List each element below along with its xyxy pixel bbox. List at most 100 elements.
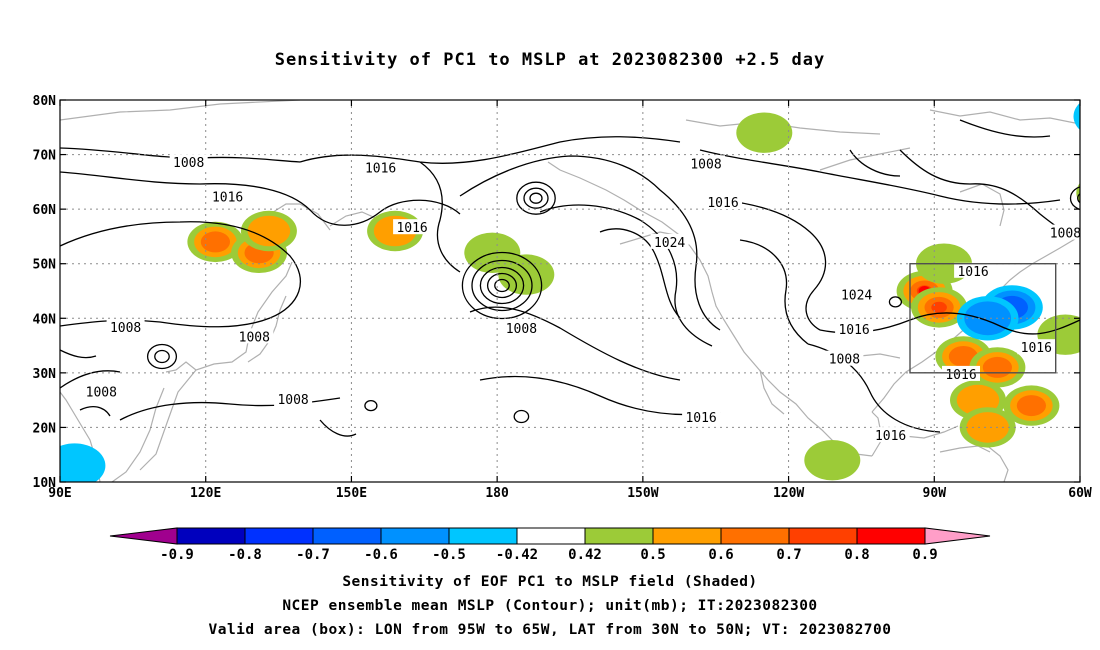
lon-tick-label: 120W [773, 486, 804, 501]
contour-label-bg [361, 159, 400, 175]
isobar-line [699, 149, 1061, 205]
negative-sensitivity-area [1081, 100, 1100, 134]
isobar-closed-contour [479, 266, 525, 305]
isobar-closed-contour [516, 181, 556, 215]
contour-label: 1008 [506, 322, 537, 337]
isobar-closed-contour [888, 296, 903, 308]
colorbar-label: -0.7 [296, 547, 330, 563]
colorbar-label: 0.7 [776, 547, 801, 563]
isobar-closed-contour [529, 192, 543, 204]
contour-label: 1016 [685, 411, 716, 426]
isobar-line [849, 149, 901, 177]
isobar-line [299, 136, 681, 164]
lat-tick-label: 60N [33, 203, 57, 218]
contour-label: 1016 [957, 265, 988, 280]
contour-label-bg [1046, 224, 1085, 240]
contour-label-bg [871, 427, 910, 443]
contour-label: 1008 [173, 156, 204, 171]
contour-label-bg [208, 188, 247, 204]
contour-label: 1016 [945, 368, 976, 383]
lat-tick-label: 70N [33, 149, 57, 164]
contour-label-bg [687, 155, 725, 171]
isobar-line [79, 405, 111, 417]
colorbar-segment [380, 527, 450, 545]
isobar-closed-contour [523, 187, 549, 209]
contour-label-bg [704, 194, 742, 209]
coastline [959, 183, 1005, 227]
colorbar-label: 0.5 [640, 547, 665, 563]
positive-sensitivity-area [982, 356, 1013, 378]
isobar-closed-contour [471, 259, 533, 312]
colorbar-label: -0.42 [496, 547, 538, 563]
lat-tick-label: 80N [33, 94, 57, 109]
isobar-closed-contour [154, 349, 170, 364]
coastline [819, 147, 911, 171]
isobar-line [539, 204, 713, 347]
caption-line-2: NCEP ensemble mean MSLP (Contour); unit(… [282, 598, 818, 614]
positive-sensitivity-area [736, 112, 793, 153]
contour-label: 1016 [1021, 341, 1052, 356]
contour-label-bg [82, 383, 121, 399]
coastline [929, 109, 1080, 125]
isobar-closed-contour [486, 272, 518, 299]
colorbar-label: -0.5 [432, 547, 466, 563]
colorbar-arrow-left [109, 527, 178, 545]
contour-label-bg [825, 350, 864, 366]
lon-tick-label: 180 [485, 486, 509, 501]
isobar-closed-contour [513, 409, 530, 424]
contour-label: 1016 [707, 196, 738, 211]
positive-sensitivity-area [1090, 182, 1100, 203]
lat-tick-label: 40N [33, 312, 57, 327]
contour-label-bg [169, 154, 208, 170]
coastline [111, 387, 165, 482]
isobar-line [469, 306, 681, 381]
map-title: Sensitivity of PC1 to MSLP at 2023082300… [274, 50, 826, 70]
isobar-closed-contour [1077, 193, 1080, 204]
isobar-line [319, 419, 357, 437]
contour-label: 1008 [86, 385, 117, 400]
colorbar-label: 0.8 [844, 547, 869, 563]
negative-sensitivity-area [964, 301, 1012, 336]
isobar-line [479, 375, 721, 416]
positive-sensitivity-area [247, 215, 291, 247]
contour-label: 1008 [277, 393, 308, 408]
isobar-line [959, 119, 1051, 138]
contour-label-bg [235, 328, 274, 344]
colorbar-label: -0.8 [228, 547, 262, 563]
colorbar-segment [856, 527, 926, 545]
coastline [689, 245, 873, 457]
lon-tick-label: 60W [1068, 486, 1092, 501]
lon-tick-label: 90E [48, 486, 71, 501]
colorbar-segment [312, 527, 382, 545]
positive-sensitivity-area [1016, 395, 1046, 417]
colorbar-label: 0.42 [568, 547, 602, 563]
coastline [979, 439, 1009, 482]
lon-tick-label: 120E [190, 486, 221, 501]
isobar-line [60, 349, 97, 359]
positive-sensitivity-area [1083, 178, 1100, 209]
lon-tick-label: 150E [336, 486, 367, 501]
contour-label-bg [393, 219, 432, 235]
isobar-line [60, 171, 461, 226]
isobar-line [419, 161, 461, 273]
coastline [60, 100, 301, 121]
isobar-closed-contour [364, 399, 378, 412]
coastline [547, 161, 691, 247]
positive-sensitivity-area [931, 301, 947, 313]
lon-tick-label: 150W [627, 486, 658, 501]
coastline [139, 261, 293, 471]
contour-label-bg [682, 409, 721, 425]
lat-tick-label: 50N [33, 258, 57, 273]
contour-label: 1016 [365, 162, 396, 177]
contour-label: 1008 [239, 330, 270, 345]
caption-line-3: Valid area (box): LON from 95W to 65W, L… [208, 622, 892, 638]
colorbar-label: 0.6 [708, 547, 733, 563]
lat-tick-label: 20N [33, 421, 57, 436]
isobar-line [599, 228, 681, 319]
colorbar-segment [720, 527, 790, 545]
positive-sensitivity-area [804, 440, 861, 481]
colorbar-segment [176, 527, 246, 545]
coastline [859, 353, 901, 359]
coastline [939, 445, 991, 453]
